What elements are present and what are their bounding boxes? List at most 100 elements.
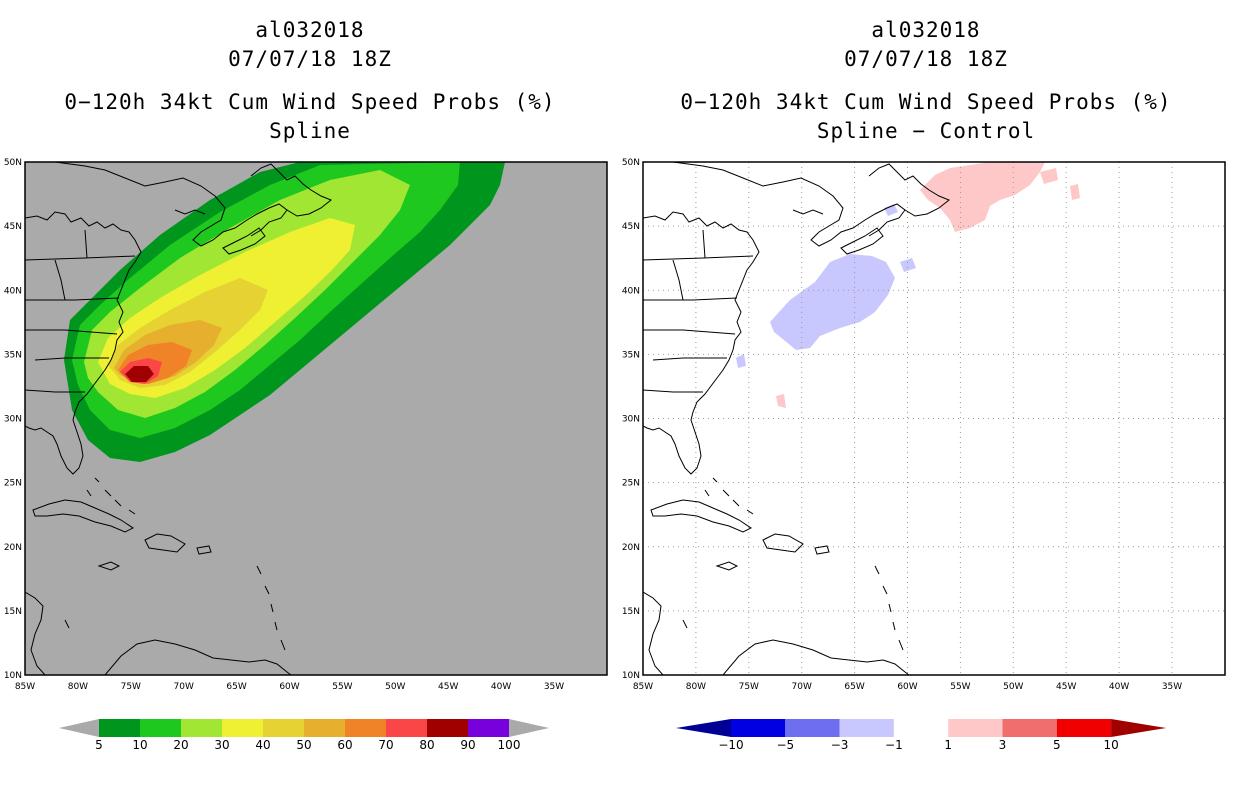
lat-tick-label: 40N <box>4 286 22 296</box>
lon-tick-label: 35W <box>544 682 564 692</box>
colorbar-swatch <box>99 719 140 737</box>
lon-tick-label: 60W <box>897 682 917 692</box>
lon-tick-label: 85W <box>633 682 653 692</box>
right-axis-labels: 85W 80W 75W 70W 65W 60W 55W 50W 45W 40W 35W 10N 15N 2… <box>622 158 1182 692</box>
diff-negative-spot-1 <box>900 258 916 272</box>
lat-tick-label: 35N <box>622 350 640 360</box>
right-title: al032018 07/07/18 18Z 0−120h 34kt Cum Wi… <box>626 16 1226 146</box>
colorbar-swatch <box>345 719 386 737</box>
left-colorbar: 5 10 20 30 40 50 60 70 80 90 100 <box>59 719 549 752</box>
lat-tick-label: 15N <box>622 607 640 617</box>
colorbar-high-end-arrow <box>1111 719 1167 737</box>
lon-tick-label: 50W <box>385 682 405 692</box>
colorbar-swatch <box>181 719 222 737</box>
diff-negative-region <box>770 254 895 350</box>
colorbar-swatch <box>304 719 345 737</box>
diff-negative-spot-3 <box>884 204 898 216</box>
right-storm-id: al032018 <box>871 18 981 42</box>
colorbar-swatch <box>1056 719 1112 737</box>
right-colorbar: −10 −5 −3 −1 1 3 5 10 <box>676 719 1167 752</box>
colorbar-swatch <box>785 719 840 737</box>
lon-tick-label: 60W <box>279 682 299 692</box>
lon-tick-label: 80W <box>68 682 88 692</box>
lon-tick-label: 55W <box>332 682 352 692</box>
lat-tick-label: 20N <box>622 543 640 553</box>
lon-tick-label: 65W <box>844 682 864 692</box>
left-axis-labels: 85W 80W 75W 70W 65W 60W 55W 50W 45W 40W 35W 10N 15N 2… <box>4 158 564 692</box>
lat-tick-label: 45N <box>4 222 22 232</box>
lon-tick-label: 85W <box>15 682 35 692</box>
colorbar-swatch <box>948 719 1003 737</box>
colorbar-label: −3 <box>831 738 849 752</box>
colorbar-label: 10 <box>1103 738 1118 752</box>
diff-positive-spot-1 <box>1040 168 1058 184</box>
colorbar-label: 80 <box>419 738 434 752</box>
lat-tick-label: 10N <box>622 671 640 681</box>
left-title: al032018 07/07/18 18Z 0−120h 34kt Cum Wi… <box>10 16 610 146</box>
lon-tick-label: 75W <box>121 682 141 692</box>
diff-positive-region <box>920 162 1045 232</box>
left-datetime: 07/07/18 18Z <box>228 47 392 71</box>
colorbar-swatch <box>468 719 509 737</box>
lon-tick-label: 65W <box>226 682 246 692</box>
diff-negative-spot-2 <box>736 354 746 368</box>
left-probability-contours <box>64 162 505 462</box>
diff-positive-spot-2 <box>1070 184 1080 200</box>
colorbar-label: −1 <box>885 738 903 752</box>
lat-tick-label: 35N <box>4 350 22 360</box>
colorbar-swatch <box>386 719 427 737</box>
colorbar-label: 1 <box>944 738 952 752</box>
right-difference-contours <box>736 162 1080 408</box>
colorbar-label: 70 <box>378 738 393 752</box>
colorbar-label: 50 <box>296 738 311 752</box>
lat-tick-label: 30N <box>4 415 22 425</box>
colorbar-label: 90 <box>460 738 475 752</box>
lon-tick-label: 75W <box>739 682 759 692</box>
colorbar-label: 40 <box>255 738 270 752</box>
lon-tick-label: 45W <box>438 682 458 692</box>
diff-positive-spot-3 <box>776 394 786 408</box>
colorbar-swatch <box>263 719 304 737</box>
lat-tick-label: 45N <box>622 222 640 232</box>
lat-tick-label: 25N <box>622 479 640 489</box>
colorbar-label: 60 <box>337 738 352 752</box>
lon-tick-label: 80W <box>686 682 706 692</box>
colorbar-label: 5 <box>95 738 103 752</box>
colorbar-label: 30 <box>214 738 229 752</box>
right-datetime: 07/07/18 18Z <box>844 47 1008 71</box>
colorbar-swatch <box>427 719 468 737</box>
right-map-frame <box>642 161 1226 676</box>
lat-tick-label: 30N <box>622 415 640 425</box>
colorbar-label: 5 <box>1053 738 1061 752</box>
colorbar-label: 3 <box>999 738 1007 752</box>
colorbar-label: −10 <box>718 738 743 752</box>
left-storm-id: al032018 <box>255 18 365 42</box>
lat-tick-label: 15N <box>4 607 22 617</box>
colorbar-swatch <box>731 719 786 737</box>
lon-tick-label: 50W <box>1003 682 1023 692</box>
lon-tick-label: 45W <box>1056 682 1076 692</box>
lon-tick-label: 55W <box>950 682 970 692</box>
lat-tick-label: 50N <box>622 158 640 168</box>
left-map-frame <box>24 161 608 676</box>
prob-contour-80 <box>125 366 154 382</box>
colorbar-left-end-arrow <box>59 719 99 737</box>
right-product: 0−120h 34kt Cum Wind Speed Probs (%) <box>680 90 1172 114</box>
colorbar-right-end-arrow <box>509 719 549 737</box>
lon-tick-label: 70W <box>174 682 194 692</box>
lat-tick-label: 10N <box>4 671 22 681</box>
lon-tick-label: 40W <box>1109 682 1129 692</box>
left-method: Spline <box>269 119 351 143</box>
colorbar-low-end-arrow <box>676 719 731 737</box>
colorbar-label: 20 <box>173 738 188 752</box>
colorbar-label: −5 <box>776 738 794 752</box>
lat-tick-label: 40N <box>622 286 640 296</box>
lat-tick-label: 20N <box>4 543 22 553</box>
colorbar-swatch <box>222 719 263 737</box>
lat-tick-label: 25N <box>4 479 22 489</box>
lon-tick-label: 70W <box>792 682 812 692</box>
lon-tick-label: 35W <box>1162 682 1182 692</box>
lat-tick-label: 50N <box>4 158 22 168</box>
colorbar-swatch <box>1002 719 1057 737</box>
